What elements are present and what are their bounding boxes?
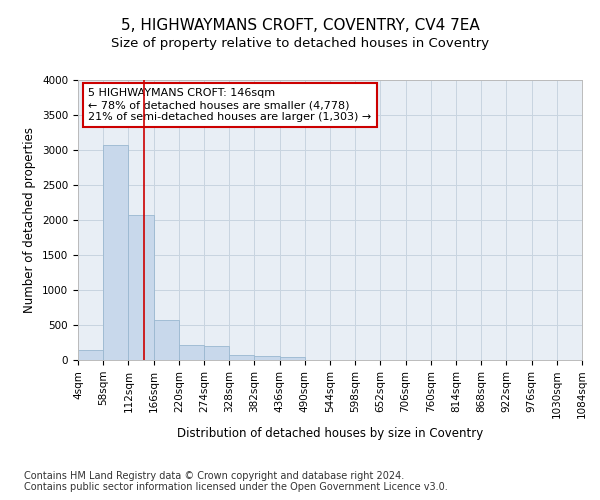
Bar (254, 356, 280, 360)
Bar (229, 355, 254, 360)
X-axis label: Distribution of detached houses by size in Coventry: Distribution of detached houses by size … (177, 426, 483, 440)
Bar (103, 145, 128, 360)
Bar (154, 320, 179, 360)
Text: 5, HIGHWAYMANS CROFT, COVENTRY, CV4 7EA: 5, HIGHWAYMANS CROFT, COVENTRY, CV4 7EA (121, 18, 479, 32)
Bar (128, 216, 154, 360)
Bar (204, 346, 229, 360)
Text: Size of property relative to detached houses in Coventry: Size of property relative to detached ho… (111, 38, 489, 51)
Bar (280, 356, 305, 360)
Text: 5 HIGHWAYMANS CROFT: 146sqm
← 78% of detached houses are smaller (4,778)
21% of : 5 HIGHWAYMANS CROFT: 146sqm ← 78% of det… (88, 88, 371, 122)
Bar (78, 350, 103, 360)
Bar (179, 346, 204, 360)
Text: Contains HM Land Registry data © Crown copyright and database right 2024.: Contains HM Land Registry data © Crown c… (24, 471, 404, 481)
Y-axis label: Number of detached properties: Number of detached properties (23, 127, 37, 313)
Text: Contains public sector information licensed under the Open Government Licence v3: Contains public sector information licen… (24, 482, 448, 492)
